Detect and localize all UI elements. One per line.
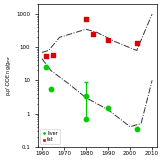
Y-axis label: p,p'-DDE ng/g$_{ww}$: p,p'-DDE ng/g$_{ww}$ (4, 55, 13, 96)
Point (50, 88, 52, 90)
Point (45, 55, 48, 57)
Point (85, 94, 87, 97)
Point (52, 53, 54, 56)
Legend: liver, fat: liver, fat (40, 129, 60, 144)
Point (135, 127, 138, 130)
Point (85, 117, 87, 120)
Point (107, 38, 109, 41)
Point (45, 66, 48, 68)
Point (107, 106, 109, 109)
Point (91, 33, 94, 35)
Point (135, 42, 138, 45)
Point (85, 18, 87, 20)
